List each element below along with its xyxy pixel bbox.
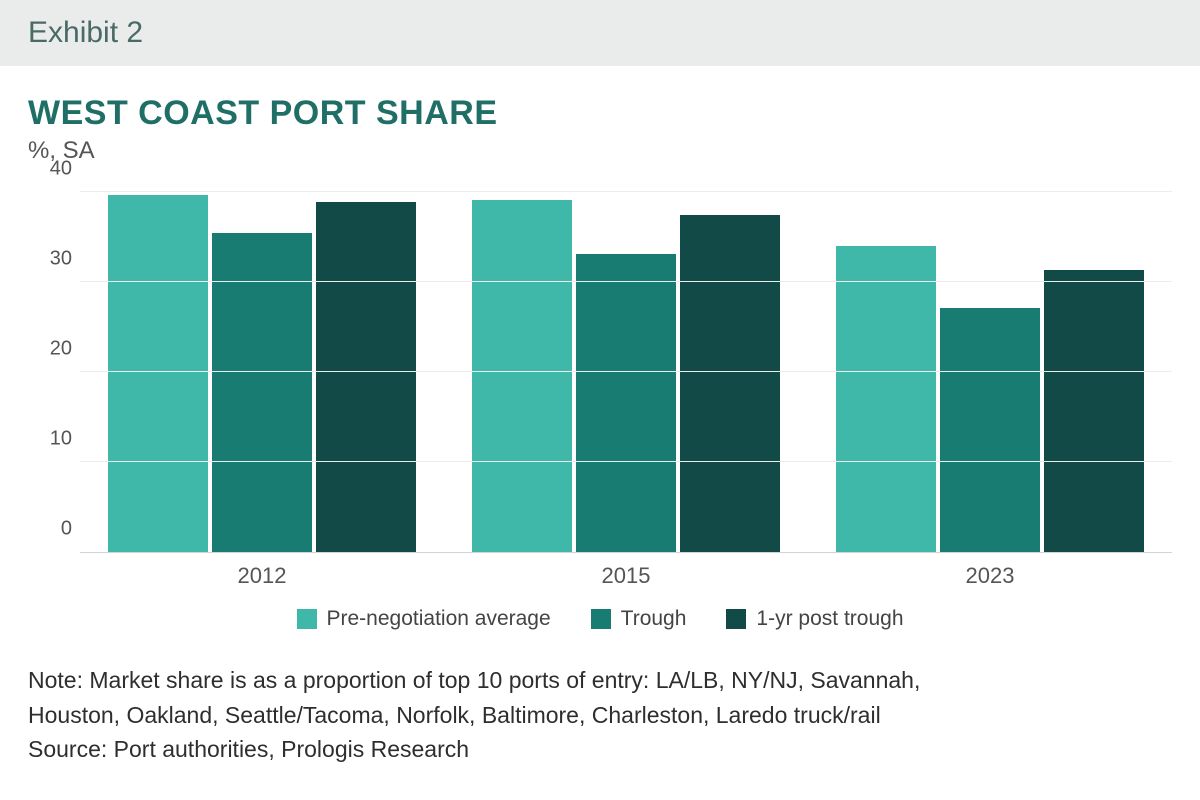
bar-groups (80, 193, 1172, 552)
legend-swatch (591, 609, 611, 629)
bar (576, 254, 676, 552)
bar-group (108, 193, 416, 552)
legend-swatch (726, 609, 746, 629)
note-line-2: Houston, Oakland, Seattle/Tacoma, Norfol… (28, 698, 1172, 733)
footnote: Note: Market share is as a proportion of… (0, 631, 1200, 767)
legend: Pre-negotiation average Trough 1-yr post t… (28, 607, 1172, 631)
chart-title: WEST COAST PORT SHARE (28, 94, 1172, 133)
bar (680, 215, 780, 552)
y-tick-label: 10 (28, 428, 72, 451)
chart-subtitle: %, SA (28, 137, 1172, 165)
bar (316, 202, 416, 552)
bar-group (836, 193, 1144, 552)
legend-item: 1-yr post trough (726, 607, 903, 631)
legend-item: Trough (591, 607, 687, 631)
bar (108, 195, 208, 552)
bar-group (472, 193, 780, 552)
gridline (80, 281, 1172, 282)
exhibit-banner: Exhibit 2 (0, 0, 1200, 66)
bar (940, 308, 1040, 552)
bar (472, 200, 572, 552)
y-tick-label: 40 (28, 158, 72, 181)
legend-label: Pre-negotiation average (327, 607, 551, 631)
bar (1044, 270, 1144, 552)
content-area: WEST COAST PORT SHARE %, SA 010203040 20… (0, 66, 1200, 631)
legend-label: 1-yr post trough (756, 607, 903, 631)
x-tick-label: 2023 (834, 563, 1146, 589)
y-tick-label: 20 (28, 338, 72, 361)
legend-swatch (297, 609, 317, 629)
x-tick-label: 2015 (470, 563, 782, 589)
legend-item: Pre-negotiation average (297, 607, 551, 631)
source-line: Source: Port authorities, Prologis Resea… (28, 732, 1172, 767)
note-line-1: Note: Market share is as a proportion of… (28, 663, 1172, 698)
gridline (80, 191, 1172, 192)
bar (836, 246, 936, 552)
x-tick-label: 2012 (106, 563, 418, 589)
y-tick-label: 30 (28, 248, 72, 271)
chart: 010203040 (28, 193, 1172, 553)
y-tick-label: 0 (28, 518, 72, 541)
gridline (80, 461, 1172, 462)
plot-area: 010203040 (80, 193, 1172, 553)
legend-label: Trough (621, 607, 687, 631)
x-axis-labels: 2012 2015 2023 (28, 563, 1172, 589)
gridline (80, 371, 1172, 372)
exhibit-label: Exhibit 2 (28, 16, 143, 49)
